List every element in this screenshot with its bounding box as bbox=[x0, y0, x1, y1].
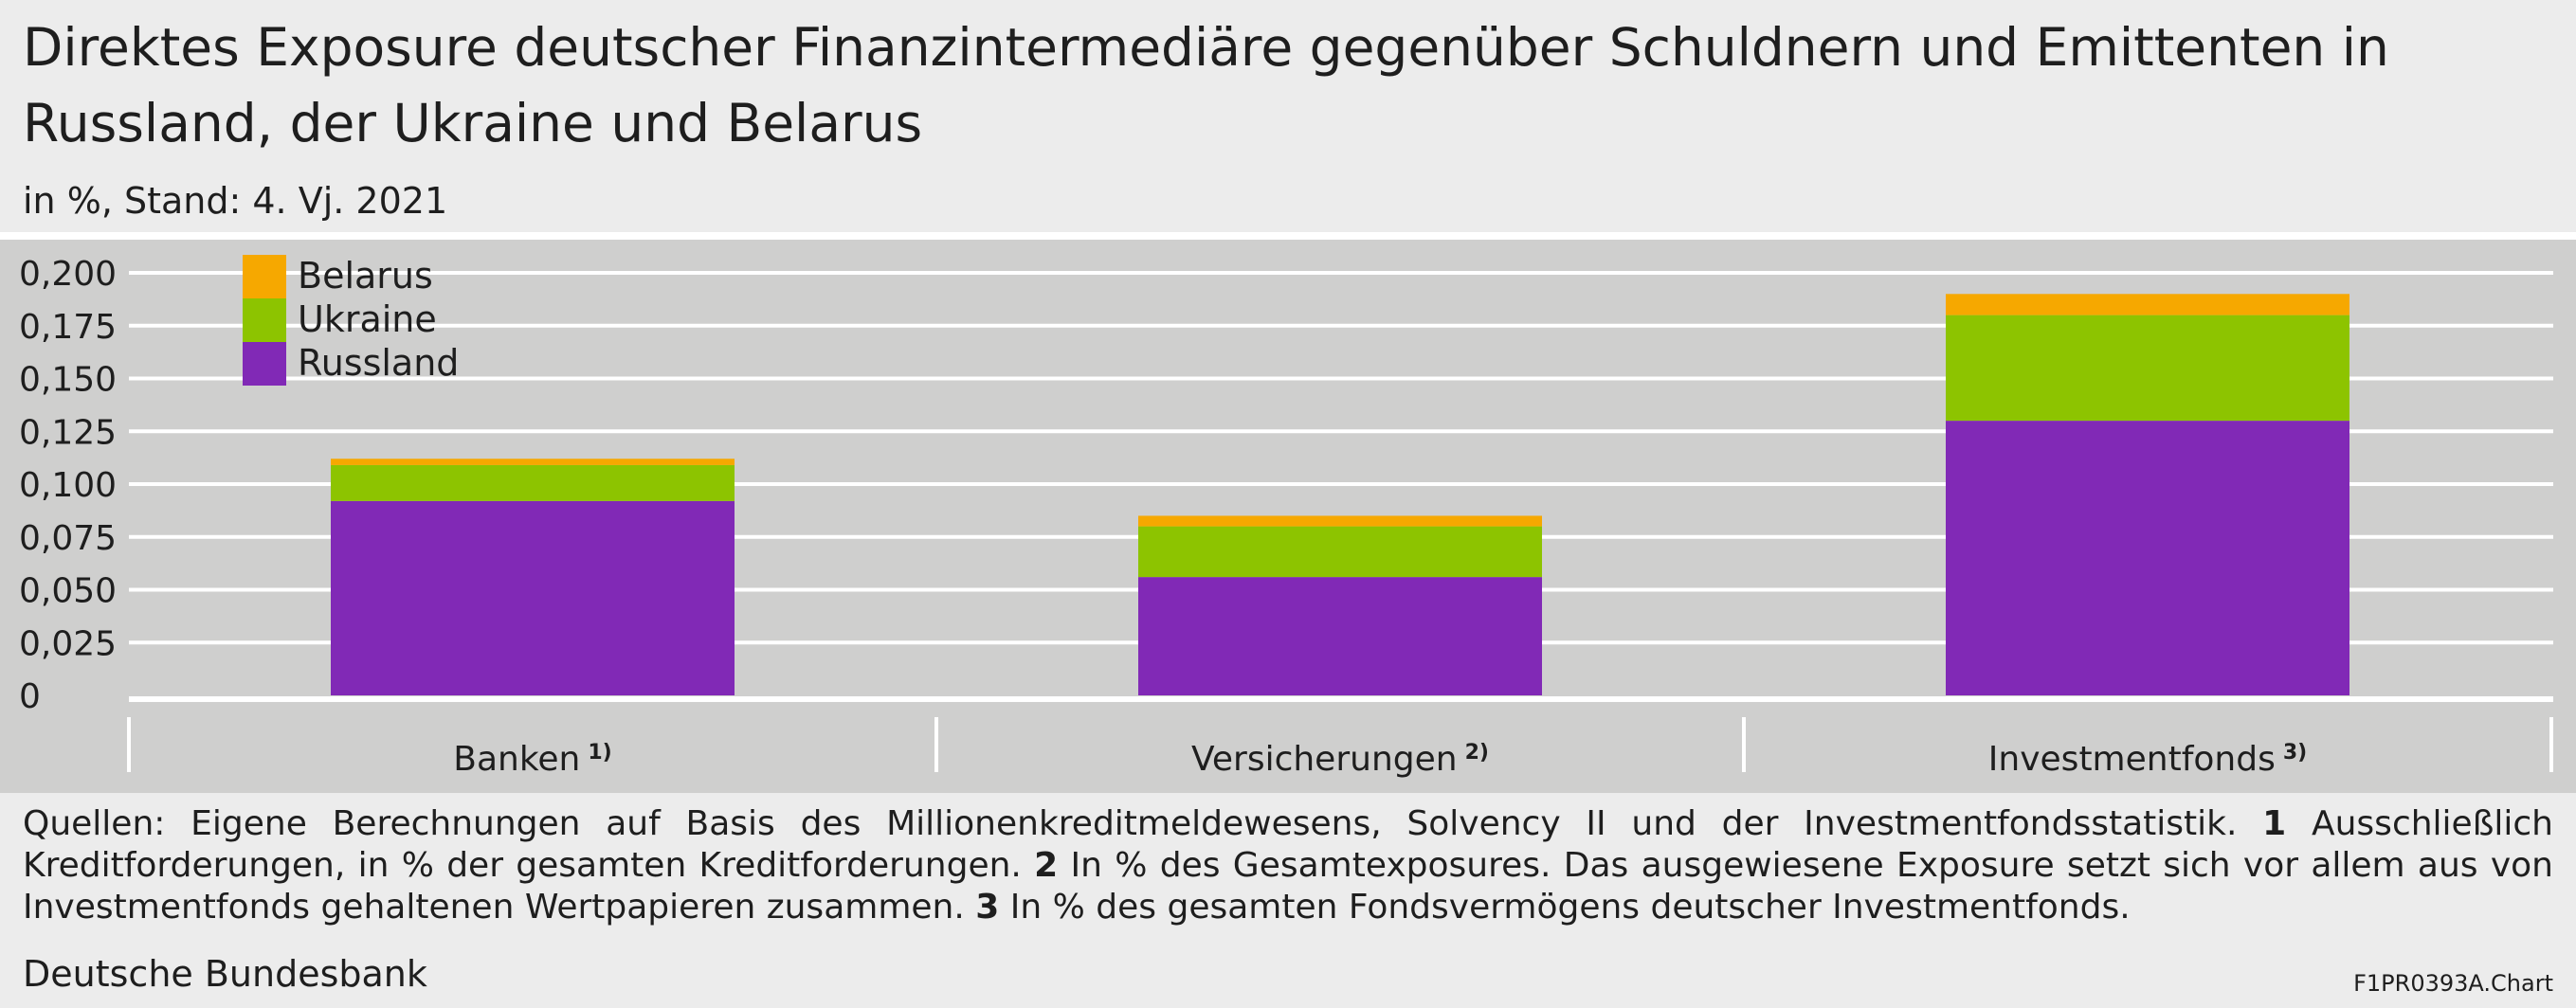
bar-ukraine-banken bbox=[331, 464, 735, 501]
y-tick-label: 0,100 bbox=[19, 466, 117, 505]
stacked-bar-chart: 0 0,025 0,050 0,075 0,100 0,125 0,150 0,175 0,20… bbox=[19, 255, 2553, 779]
chart-title: Direktes Exposure deutscher Finanzinterm… bbox=[23, 17, 2389, 153]
legend-label: Ukraine bbox=[298, 298, 437, 340]
legend-swatch-ukraine bbox=[243, 298, 286, 342]
bar-russland-investmentfonds bbox=[1946, 421, 2349, 695]
bar-russland-banken bbox=[331, 500, 735, 695]
y-tick-label: 0,150 bbox=[19, 361, 117, 400]
x-category-label: Banken 1) bbox=[453, 740, 611, 779]
bar-russland-versicherungen bbox=[1138, 577, 1542, 695]
y-tick-label: 0,200 bbox=[19, 255, 117, 294]
footnote-marker: 3 bbox=[975, 888, 1000, 927]
x-category-label: Versicherungen 2) bbox=[1191, 740, 1489, 779]
legend-swatch-russland bbox=[243, 342, 286, 386]
footnote-marker: 2 bbox=[1034, 846, 1059, 885]
legend-label: Russland bbox=[298, 342, 459, 384]
source-label: Deutsche Bundesbank bbox=[23, 953, 427, 995]
footnote-text: In % des Gesamtexposures. Das ausgewiese… bbox=[23, 846, 2553, 927]
x-category-label: Investmentfonds 3) bbox=[1988, 740, 2307, 779]
y-tick-label: 0,050 bbox=[19, 572, 117, 611]
chart-code: F1PR0393A.Chart bbox=[2353, 970, 2553, 997]
y-tick-label: 0,025 bbox=[19, 624, 117, 663]
y-tick-label: 0,075 bbox=[19, 519, 117, 558]
bar-ukraine-versicherungen bbox=[1138, 526, 1542, 578]
bar-belarus-versicherungen bbox=[1138, 515, 1542, 527]
legend-swatch-belarus bbox=[243, 255, 286, 298]
footnote-text: Quellen: Eigene Berechnungen auf Basis d… bbox=[23, 804, 2263, 843]
bar-ukraine-investmentfonds bbox=[1946, 315, 2349, 422]
y-tick-label: 0,125 bbox=[19, 413, 117, 452]
legend-label: Belarus bbox=[298, 255, 433, 297]
y-tick-label: 0 bbox=[19, 677, 41, 716]
bar-belarus-banken bbox=[331, 459, 735, 465]
footnotes: Quellen: Eigene Berechnungen auf Basis d… bbox=[23, 803, 2553, 928]
footnote-text: Ausschließlich Kreditforderungen, in % d… bbox=[23, 804, 2553, 885]
footnote-marker: 1 bbox=[2262, 804, 2287, 843]
chart-subtitle: in %, Stand: 4. Vj. 2021 bbox=[23, 180, 448, 222]
y-tick-label: 0,175 bbox=[19, 308, 117, 347]
bar-belarus-investmentfonds bbox=[1946, 294, 2349, 315]
footnote-text: In % des gesamten Fondsvermögens deutsch… bbox=[999, 888, 2131, 927]
